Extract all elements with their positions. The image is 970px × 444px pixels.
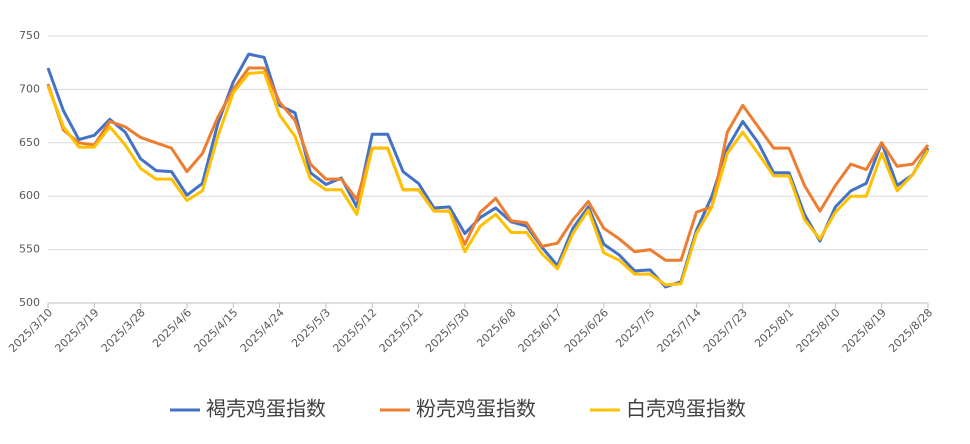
y-tick-label: 550 — [19, 243, 40, 256]
x-tick-label: 2025/6/8 — [474, 306, 518, 350]
x-tick-label: 2025/3/28 — [99, 306, 148, 355]
x-tick-label: 2025/5/30 — [423, 306, 472, 355]
x-tick-label: 2025/7/23 — [701, 306, 750, 355]
x-tick-label: 2025/8/19 — [840, 306, 889, 355]
legend-label: 粉壳鸡蛋指数 — [416, 397, 536, 421]
y-tick-label: 500 — [19, 296, 40, 309]
y-tick-label: 600 — [19, 189, 40, 202]
x-tick-label: 2025/8/1 — [752, 306, 796, 350]
x-tick-label: 2025/3/19 — [52, 306, 101, 355]
x-tick-label: 2025/6/17 — [516, 306, 565, 355]
x-tick-label: 2025/4/15 — [191, 306, 240, 355]
x-tick-label: 2025/8/10 — [794, 306, 843, 355]
x-tick-label: 2025/3/10 — [6, 306, 55, 355]
x-tick-label: 2025/6/26 — [562, 306, 611, 355]
y-tick-label: 650 — [19, 136, 40, 149]
y-tick-label: 750 — [19, 29, 40, 42]
legend-label: 褐壳鸡蛋指数 — [206, 397, 326, 421]
x-tick-label: 2025/8/28 — [886, 306, 935, 355]
x-tick-label: 2025/7/14 — [655, 306, 704, 355]
series-line — [46, 70, 930, 287]
x-tick-label: 2025/5/12 — [330, 306, 379, 355]
series-line — [46, 66, 930, 262]
y-tick-label: 700 — [19, 82, 40, 95]
legend-label: 白壳鸡蛋指数 — [626, 397, 746, 421]
x-tick-label: 2025/5/21 — [377, 306, 426, 355]
x-tick-label: 2025/5/3 — [289, 306, 333, 350]
series-line — [46, 52, 930, 289]
x-tick-label: 2025/7/5 — [613, 306, 657, 350]
x-tick-label: 2025/4/6 — [150, 306, 194, 350]
x-tick-label: 2025/4/24 — [238, 306, 287, 355]
